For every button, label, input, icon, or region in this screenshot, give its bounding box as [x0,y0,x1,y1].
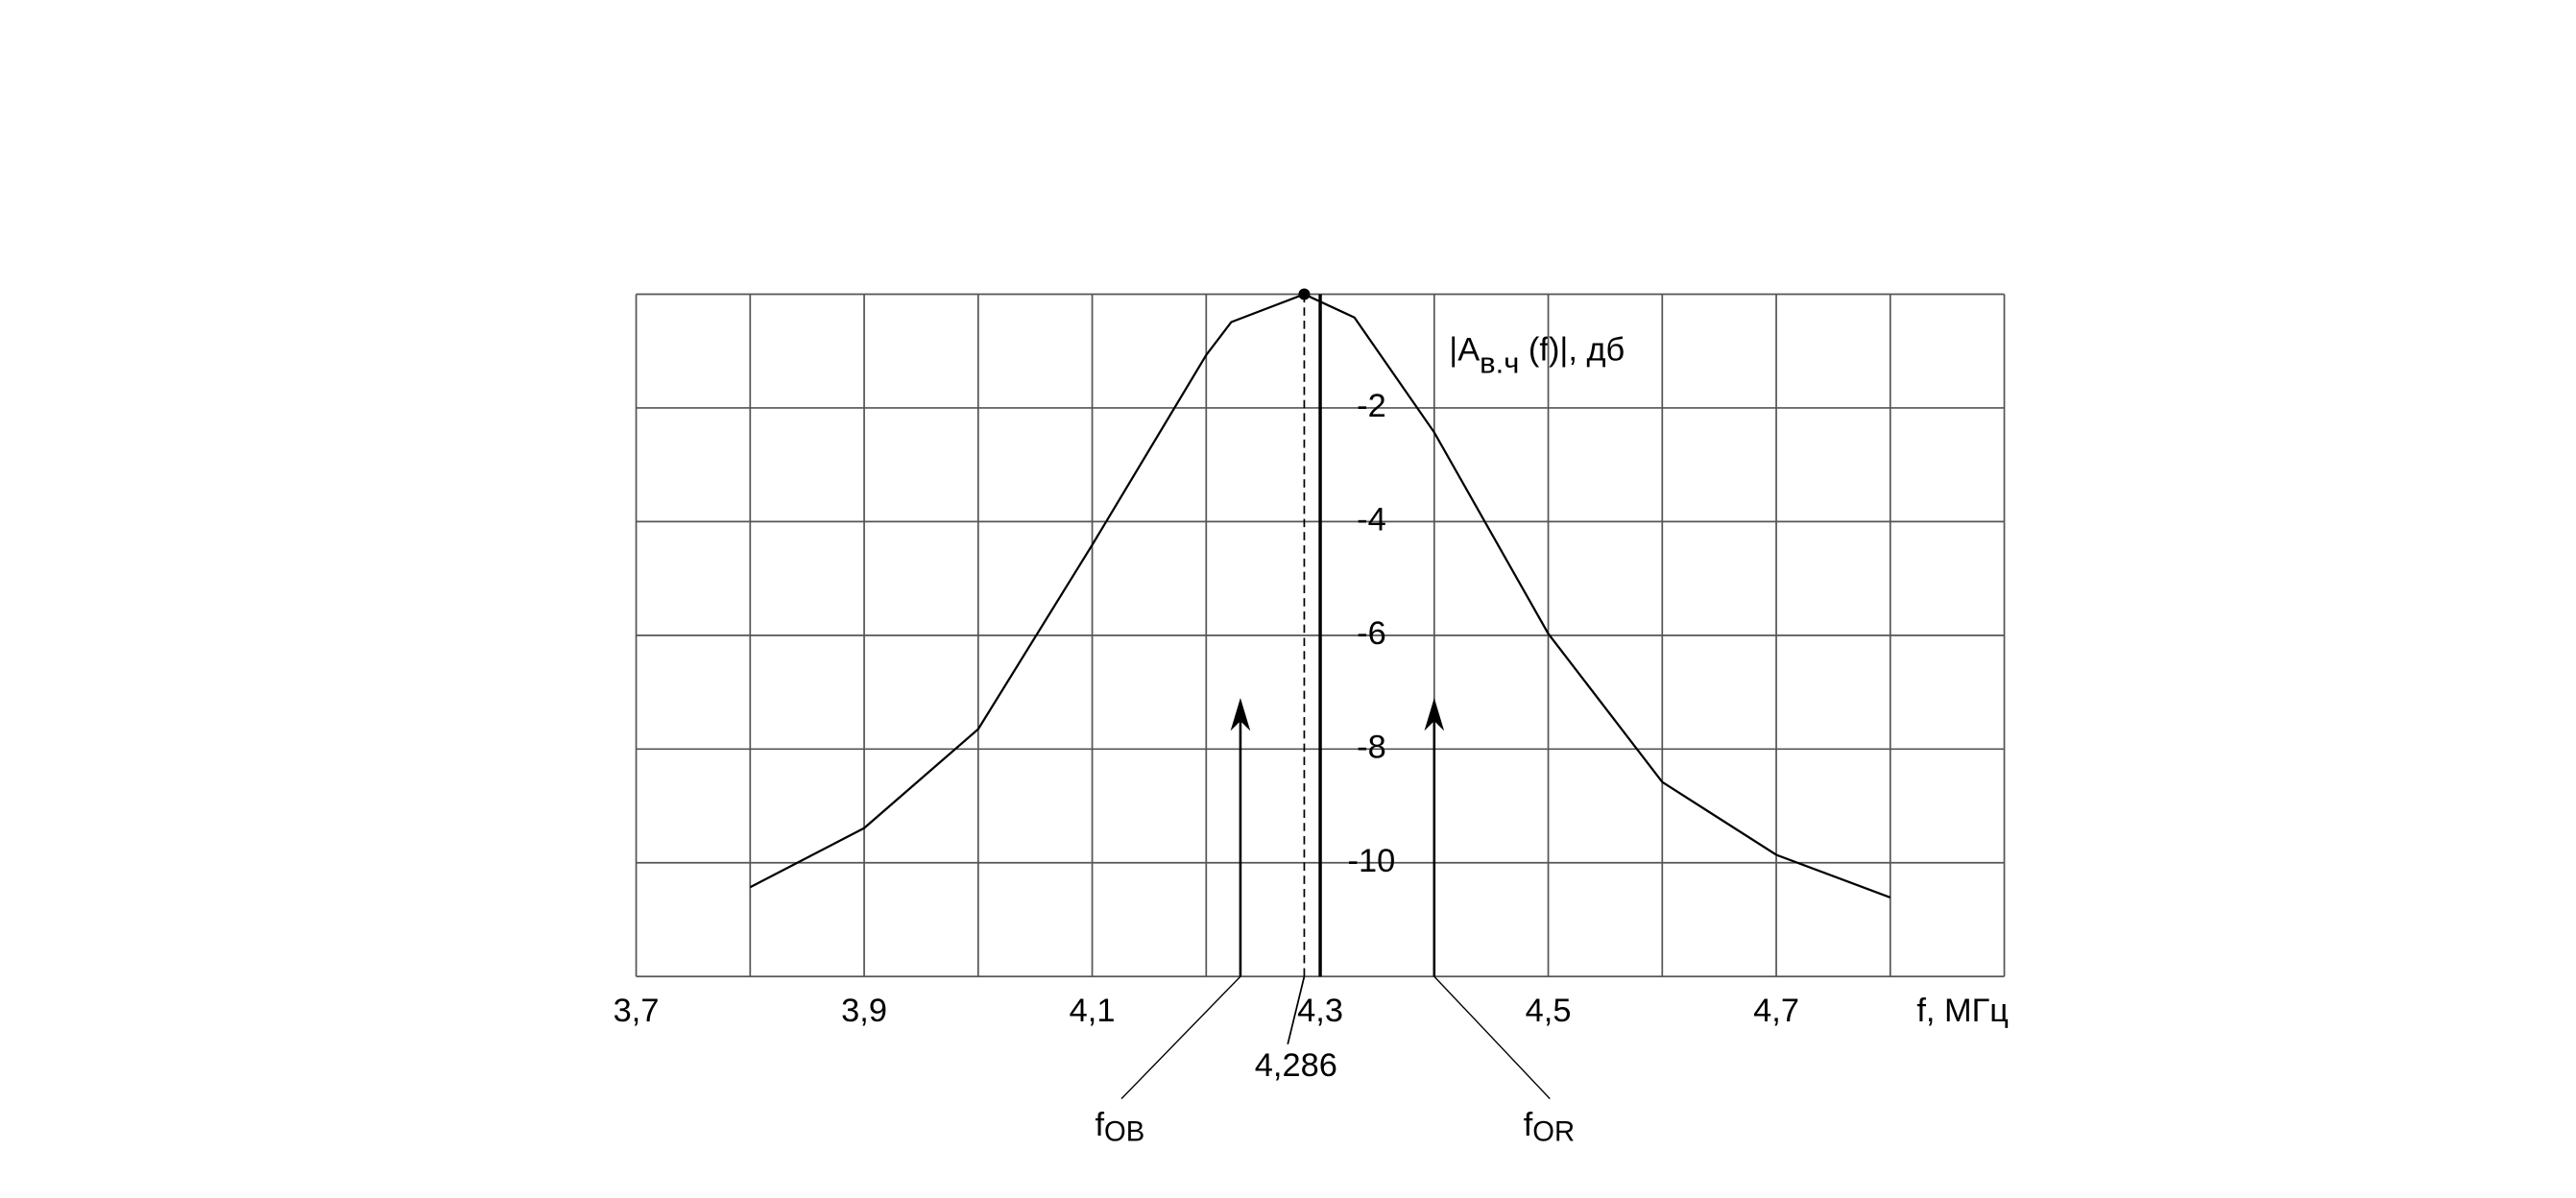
y-tick-label: -6 [1357,615,1386,652]
leader-line [1433,975,1551,1100]
x-tick-label: 4,1 [1070,993,1116,1029]
leader-line [1287,976,1306,1045]
y-label-rest: (f)|, дб [1519,332,1625,369]
x-axis-label: f, МГц [1916,993,2009,1029]
y-label-sub: в.ч [1480,347,1519,380]
y-tick-label: -10 [1348,843,1396,879]
arrow-head [1424,698,1445,731]
marker-label-sub: OR [1532,1116,1575,1147]
arrow-head [1230,698,1251,731]
peak-label: 4,286 [1255,1047,1337,1084]
y-tick-label: -2 [1357,388,1386,424]
x-tick-label: 3,9 [841,993,887,1029]
x-tick-label: 4,3 [1297,993,1343,1029]
x-tick-label: 4,5 [1526,993,1572,1029]
y-tick-label: -8 [1357,729,1386,765]
marker-label-main: f [1095,1107,1104,1143]
y-label-main: |A [1449,332,1480,369]
x-tick-label: 3,7 [614,993,660,1029]
marker-label: fOB [1095,1107,1144,1148]
y-axis-label: |Aв.ч (f)|, дб [1449,332,1625,380]
marker-label-main: f [1524,1107,1533,1143]
y-tick-label: -4 [1357,501,1386,538]
leader-line [1120,975,1241,1100]
peak-dot [1298,288,1311,300]
marker-label: fOR [1524,1107,1575,1148]
x-tick-label: 4,7 [1753,993,1799,1029]
marker-label-sub: OB [1104,1116,1144,1147]
